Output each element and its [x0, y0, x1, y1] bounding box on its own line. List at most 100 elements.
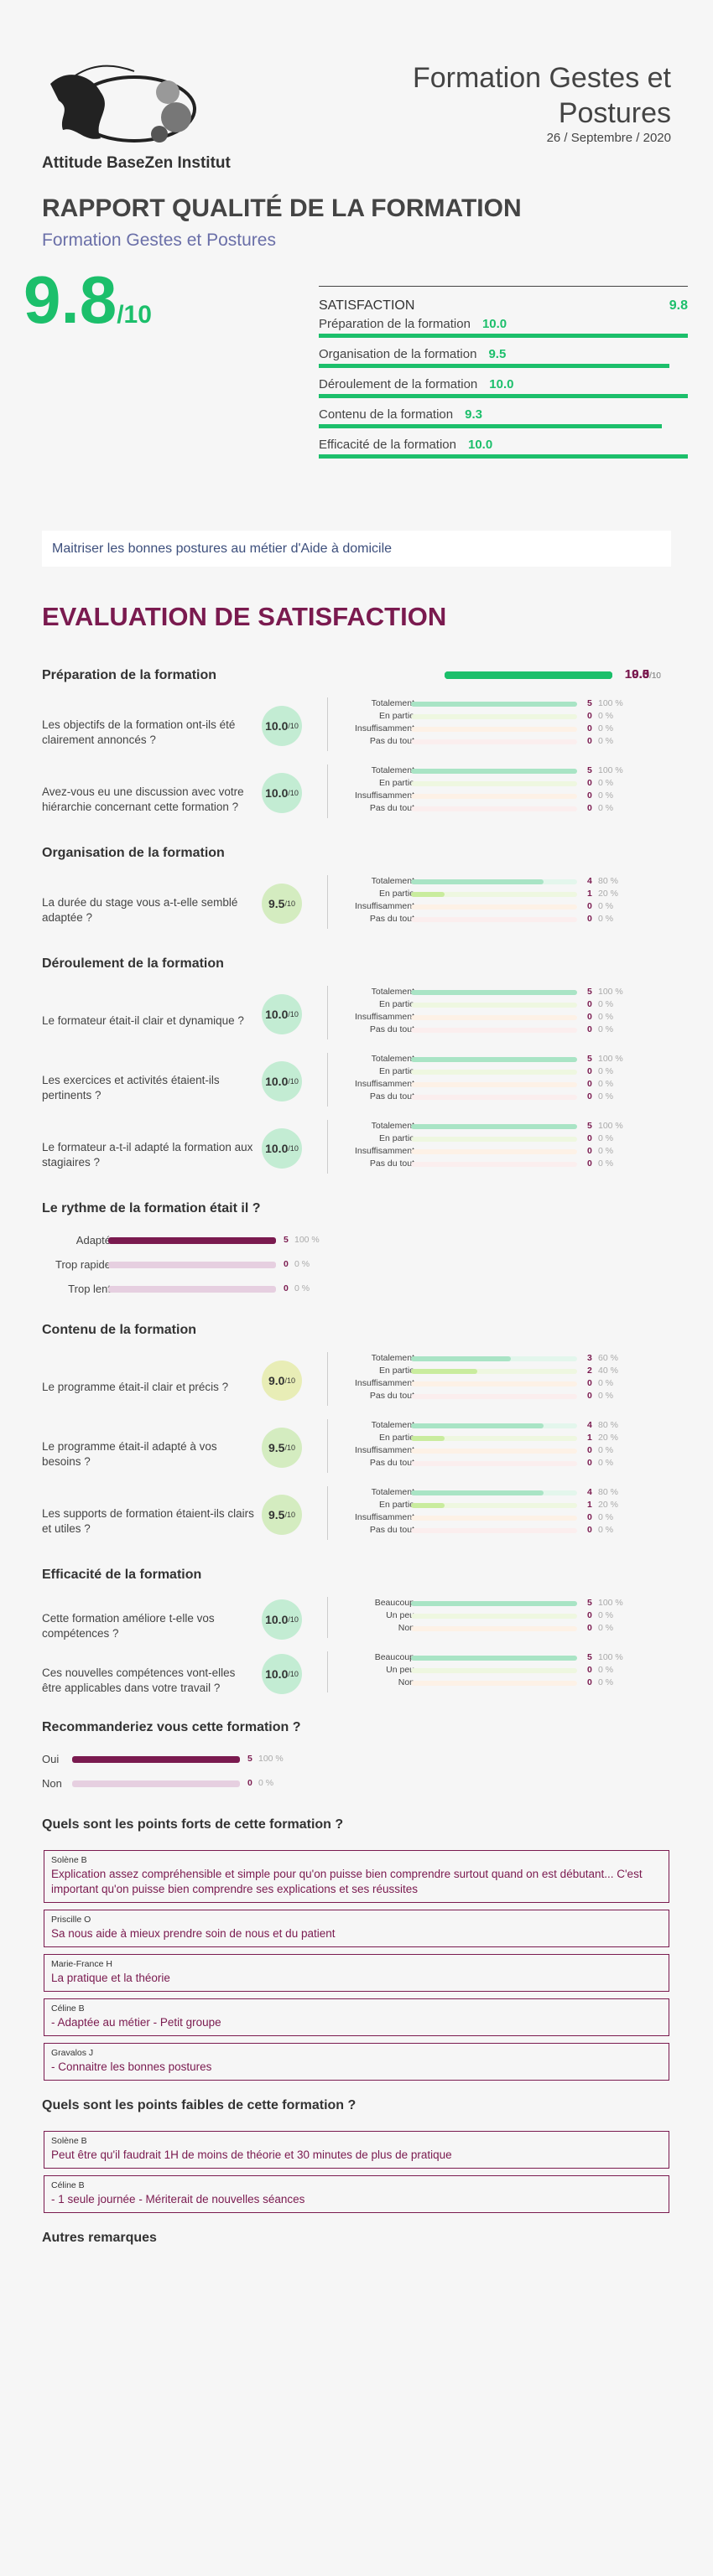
score-circle: 10.0/10 [262, 706, 302, 746]
answer-percent: 0 % [598, 1133, 614, 1143]
answer-track [411, 1614, 577, 1619]
comment-author: Solène B [51, 1855, 87, 1865]
answer-bar [411, 1490, 544, 1495]
answer-label: Un peu [386, 1665, 414, 1675]
score: 9.8 [23, 262, 117, 337]
answer-percent: 0 % [598, 1091, 614, 1101]
answer-percent: 0 % [598, 1012, 614, 1022]
score: 10.0 [265, 1612, 289, 1626]
question: Ces nouvelles compétences vont-elles êtr… [42, 1651, 671, 1709]
divider [327, 1419, 328, 1473]
score-circle: 9.5/10 [262, 1495, 302, 1535]
answer-count: 5 [587, 1121, 592, 1131]
answer-percent: 100 % [598, 987, 623, 997]
answer-count: 0 [587, 736, 592, 746]
score: 10.0 [265, 1142, 289, 1155]
answer-label: Insuffisamment [354, 1079, 414, 1089]
answer-track [411, 1461, 577, 1466]
option-percent: 0 % [294, 1283, 310, 1293]
section-score-bar [445, 671, 612, 679]
score-scale: /10 [288, 722, 299, 730]
answer-count: 0 [587, 1623, 592, 1633]
item-name: Déroulement de la formation [319, 377, 478, 391]
divider [327, 765, 328, 818]
satisfaction-panel: SATISFACTION 9.8 Préparation de la forma… [319, 286, 688, 462]
date: 26 / Septembre / 2020 [546, 131, 671, 145]
question: La durée du stage vous a-t-elle semblé a… [42, 875, 671, 946]
answer-percent: 0 % [598, 723, 614, 733]
answer-label: Totalement [371, 1121, 414, 1131]
answer-percent: 0 % [598, 1079, 614, 1089]
answer-track [411, 1394, 577, 1399]
score-scale: /10 [288, 1144, 299, 1153]
score: 10.0 [265, 1008, 289, 1021]
answer-track [411, 1681, 577, 1686]
score-circle: 9.5/10 [262, 884, 302, 924]
answer-count: 0 [587, 1378, 592, 1388]
report-subtitle: Formation Gestes et Postures [42, 231, 276, 250]
answer-track [411, 1028, 577, 1033]
comment-author: Marie-France H [51, 1959, 112, 1969]
item-name: Organisation de la formation [319, 347, 477, 361]
answer-bar [411, 1124, 577, 1129]
section-card: Efficacité de la formation 10.0/10 Cette f… [42, 667, 671, 1709]
option-label: Adapté [75, 1234, 111, 1247]
score: 10.0 [265, 1075, 289, 1088]
answer-track [411, 1668, 577, 1673]
divider [327, 1651, 328, 1692]
answer-bar [411, 1503, 445, 1508]
answer-label: En partie [378, 1433, 414, 1443]
option-percent: 0 % [258, 1778, 274, 1788]
answer-bar [411, 1369, 478, 1374]
comment-text: Explication assez compréhensible et simp… [51, 1868, 643, 1895]
answer-track [411, 1095, 577, 1100]
answer-track [411, 714, 577, 719]
answer-track [411, 904, 577, 910]
answer-track [411, 1528, 577, 1533]
logo [50, 65, 196, 143]
answer-track [411, 806, 577, 811]
question-text: Cette formation améliore t-elle vos comp… [42, 1611, 215, 1640]
satisfaction-bar [319, 334, 688, 338]
answer-label: Insuffisamment [354, 1378, 414, 1388]
answer-percent: 0 % [598, 790, 614, 801]
answer-label: Totalement [371, 876, 414, 886]
question-text: Ces nouvelles compétences vont-elles êtr… [42, 1666, 236, 1694]
report-title: RAPPORT QUALITÉ DE LA FORMATION [42, 194, 522, 222]
training-title: Formation Gestes et Postures [412, 62, 671, 129]
question-text: Les supports de formation étaient-ils cl… [42, 1507, 254, 1535]
score: 9.5 [268, 1508, 285, 1521]
answer-count: 1 [587, 1500, 592, 1510]
score-scale: /10 [284, 899, 295, 908]
comment: Solène B Explication assez compréhensible… [44, 1850, 669, 1903]
score-scale: /10 [117, 301, 152, 329]
item-score: 10.0 [489, 377, 514, 391]
answer-label: Totalement [371, 1420, 414, 1430]
question: Le formateur a-t-il adapté la formation … [42, 1120, 671, 1190]
answer-bar [411, 879, 544, 884]
option-track [108, 1286, 276, 1293]
section-card: Contenu de la formation 9.3/10 Le programm… [42, 667, 671, 1557]
answer-count: 0 [587, 1610, 592, 1620]
section-score: 10.0/10 [625, 667, 661, 682]
item-score: 9.3 [465, 407, 482, 422]
answer-count: 5 [587, 987, 592, 997]
answer-percent: 0 % [598, 1391, 614, 1401]
answer-label: Pas du tout [369, 1091, 414, 1101]
answer-count: 1 [587, 889, 592, 899]
answer-track [411, 781, 577, 786]
comment-text: Sa nous aide à mieux prendre soin de nou… [51, 1927, 336, 1940]
answer-count: 3 [587, 1353, 592, 1363]
answer-count: 0 [587, 778, 592, 788]
comment: Solène B Peut être qu'il faudrait 1H de m… [44, 2131, 669, 2169]
score: 9.5 [632, 667, 650, 682]
score-scale: /10 [288, 1077, 299, 1086]
question-text: Le formateur était-il clair et dynamique… [42, 1014, 244, 1027]
section-score: 9.3/10 [632, 667, 661, 682]
answer-track [411, 1369, 577, 1374]
comment: Priscille O Sa nous aide à mieux prendre … [44, 1910, 669, 1947]
divider [327, 697, 328, 751]
score: 10.0 [624, 667, 650, 682]
answer-percent: 0 % [598, 711, 614, 721]
satisfaction-row: Efficacité de la formation 10.0 [319, 438, 492, 452]
